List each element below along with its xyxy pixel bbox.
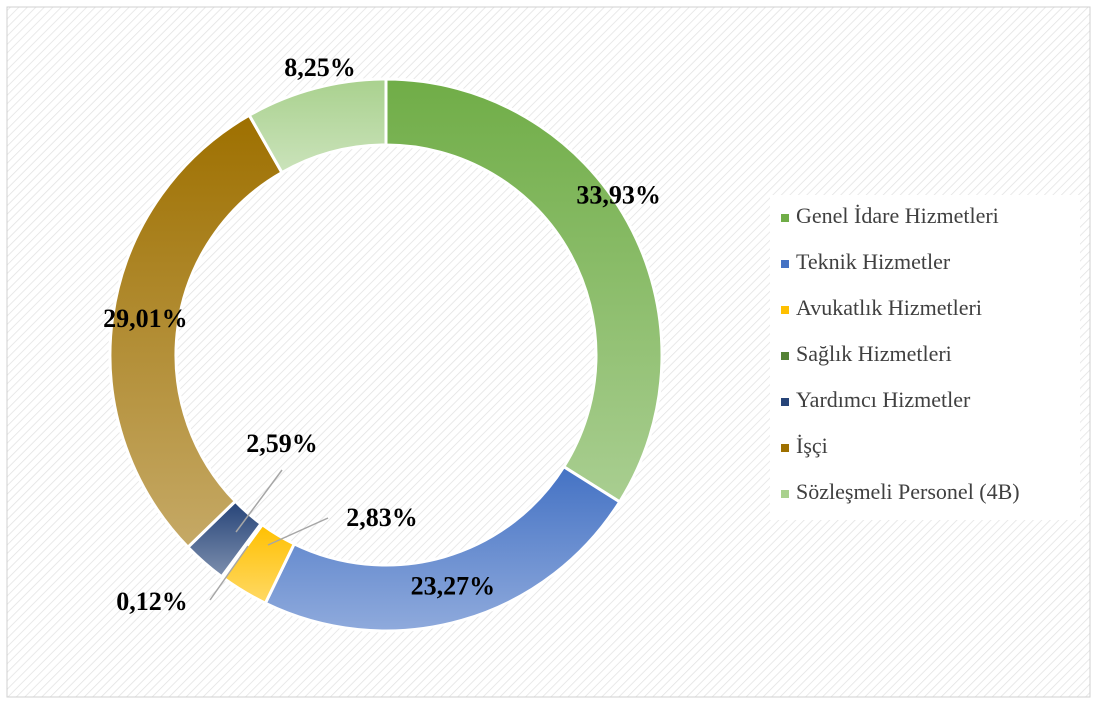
- legend-box: [770, 195, 1080, 520]
- leader-line: [209, 545, 249, 601]
- legend-label: Genel İdare Hizmetleri: [796, 203, 999, 228]
- leader-line: [235, 469, 283, 533]
- legend-swatch: [781, 260, 789, 268]
- legend-swatch: [781, 398, 789, 406]
- legend-swatch: [781, 214, 789, 222]
- donut-slice: [384, 77, 664, 504]
- leader-line: [267, 517, 329, 546]
- data-label: 2,83%: [346, 503, 418, 532]
- data-label: 23,27%: [411, 572, 496, 601]
- legend-label: Sözleşmeli Personel (4B): [796, 479, 1020, 504]
- data-label: 2,59%: [246, 429, 318, 458]
- legend-swatch: [781, 490, 789, 498]
- legend-label: Yardımcı Hizmetler: [796, 387, 971, 412]
- legend-label: İşçi: [796, 433, 828, 458]
- legend-label: Sağlık Hizmetleri: [796, 341, 952, 366]
- donut-slice: [247, 77, 388, 175]
- legend-label: Teknik Hizmetler: [796, 249, 951, 274]
- legend-label: Avukatlık Hizmetleri: [796, 295, 982, 320]
- legend-swatch: [781, 306, 789, 314]
- data-label: 33,93%: [576, 180, 661, 209]
- data-label: 8,25%: [284, 53, 356, 82]
- data-label: 0,12%: [116, 587, 188, 616]
- donut-slice: [108, 113, 284, 550]
- legend-swatch: [781, 444, 789, 452]
- data-label: 29,01%: [103, 304, 188, 333]
- legend-swatch: [781, 352, 789, 360]
